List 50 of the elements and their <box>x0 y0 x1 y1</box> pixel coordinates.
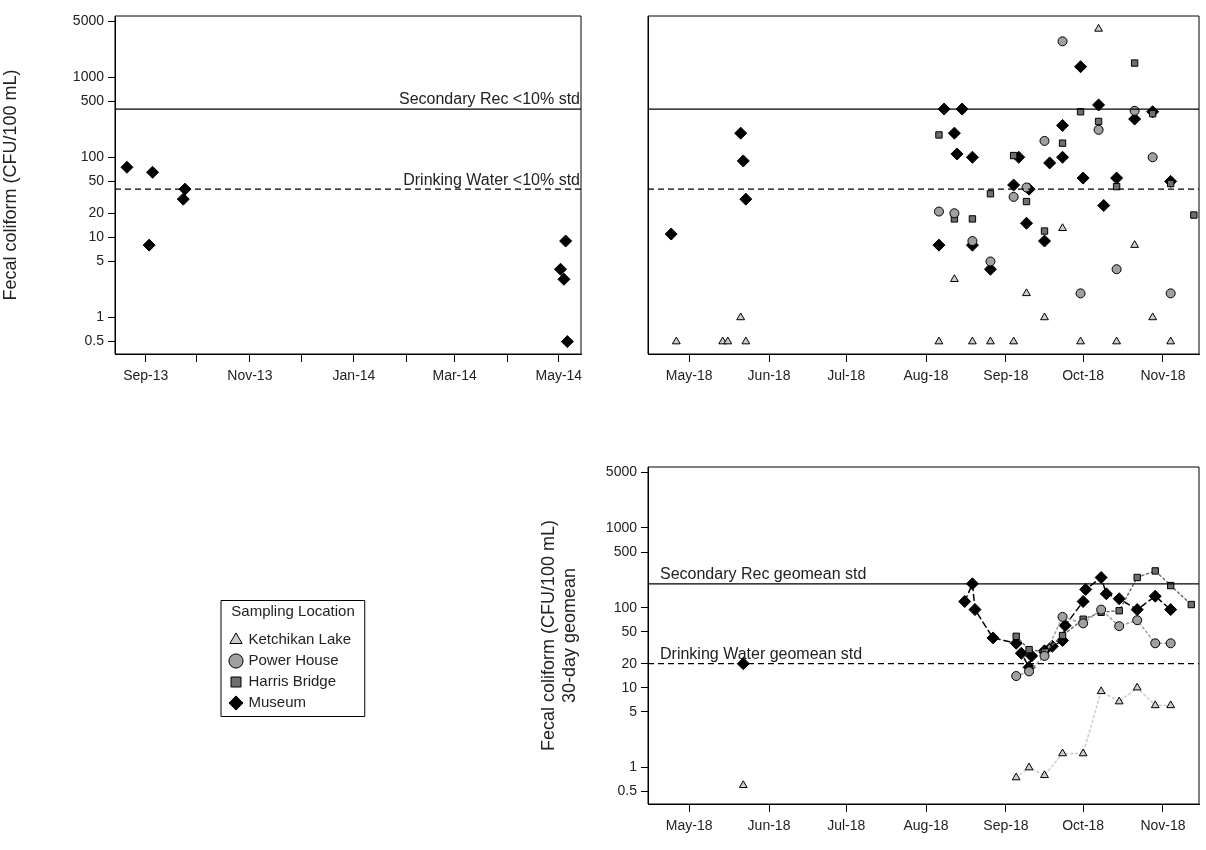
x-tick-label: Nov-18 <box>1140 817 1186 834</box>
y-tick-label: 1 <box>629 758 638 775</box>
x-tick-label: Jun-18 <box>747 817 791 834</box>
legend-label: Power House <box>248 651 339 669</box>
y-tick-label: 500 <box>80 92 105 109</box>
ref-line-label: Drinking Water geomean std <box>660 645 863 663</box>
y-tick-label: 5000 <box>72 12 105 29</box>
y-tick-label: 5 <box>96 252 105 269</box>
y-tick-label: 5 <box>629 702 638 719</box>
x-tick-label: Oct-18 <box>1062 367 1105 384</box>
y-tick-label: 1 <box>96 308 105 325</box>
y-tick-label: 500 <box>613 542 638 559</box>
y-tick-label: 20 <box>88 204 105 221</box>
y-tick-label: 0.5 <box>617 782 638 799</box>
y-tick-label: 5000 <box>605 463 638 480</box>
legend-title: Sampling Location <box>231 602 355 620</box>
x-tick-label: May-18 <box>665 817 713 834</box>
y-tick-label: 10 <box>88 228 105 245</box>
x-tick-label: Jan-14 <box>332 367 376 384</box>
ref-line-label: Secondary Rec geomean std <box>660 565 867 583</box>
y-tick-label: 0.5 <box>84 332 105 349</box>
y-tick-label: 1000 <box>605 518 638 535</box>
y-tick-label: 1000 <box>72 68 105 85</box>
y-tick-label: 50 <box>621 622 638 639</box>
legend-label: Museum <box>248 693 307 711</box>
y-tick-label: 100 <box>613 598 638 615</box>
x-tick-label: Sep-13 <box>123 367 169 384</box>
y-tick-label: 100 <box>80 148 105 165</box>
y-tick-label: 20 <box>621 654 638 671</box>
y-axis-title: Fecal coliform (CFU/100 mL) <box>0 69 20 301</box>
x-tick-label: May-14 <box>535 367 583 384</box>
ref-line-label: Drinking Water <10% std <box>403 170 580 188</box>
x-tick-label: Jul-18 <box>827 367 866 384</box>
y-tick-label: 50 <box>88 172 105 189</box>
legend-label: Ketchikan Lake <box>248 630 352 648</box>
legend-label: Harris Bridge <box>248 672 337 690</box>
y-tick-label: 10 <box>621 678 638 695</box>
x-tick-label: Aug-18 <box>903 817 949 834</box>
x-tick-label: Nov-18 <box>1140 367 1186 384</box>
ref-line-label: Secondary Rec <10% std <box>399 90 580 108</box>
x-tick-label: Aug-18 <box>903 367 949 384</box>
x-tick-label: Jul-18 <box>827 817 866 834</box>
y-axis-title: Fecal coliform (CFU/100 mL) 30-day geomean <box>537 519 580 752</box>
x-tick-label: Mar-14 <box>432 367 478 384</box>
x-tick-label: Sep-18 <box>983 817 1029 834</box>
x-tick-label: Nov-13 <box>227 367 273 384</box>
x-tick-label: May-18 <box>665 367 713 384</box>
x-tick-label: Jun-18 <box>747 367 791 384</box>
x-tick-label: Oct-18 <box>1062 817 1105 834</box>
x-tick-label: Sep-18 <box>983 367 1029 384</box>
